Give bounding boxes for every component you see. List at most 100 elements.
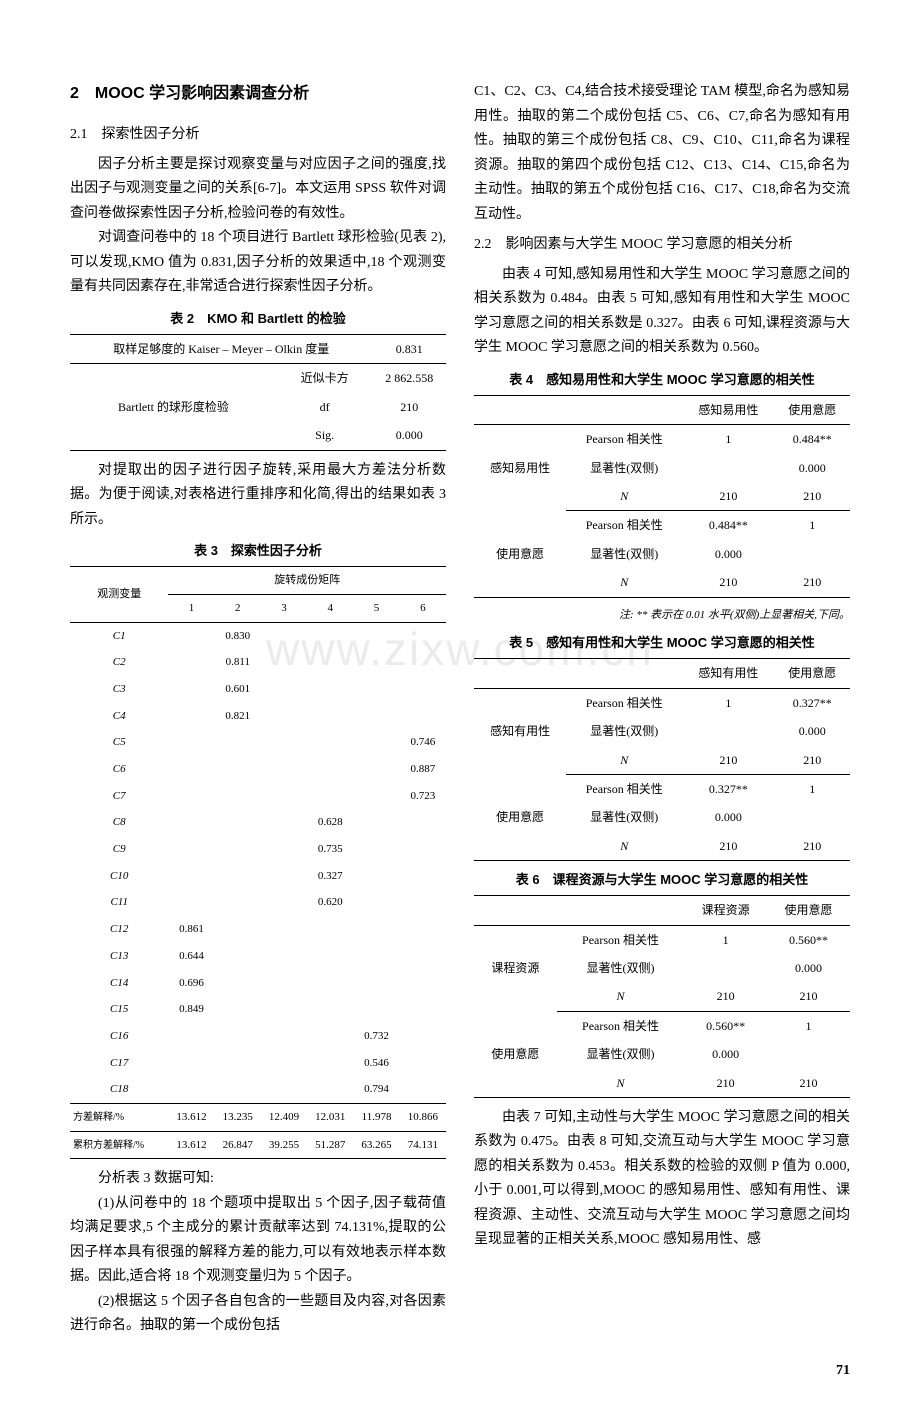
table-cell [307,1076,353,1103]
table-cell: Pearson 相关性 [557,925,684,954]
table-cell: Bartlett 的球形度检验 [70,364,277,450]
paragraph: 由表 4 可知,感知易用性和大学生 MOOC 学习意愿之间的相关系数为 0.48… [474,263,850,361]
table-cell [353,996,399,1023]
table-cell: N [557,1069,684,1098]
table-cell: 0.644 [168,943,214,970]
table-cell: 显著性(双侧) [557,1040,684,1068]
table-cell [400,916,446,943]
table-cell [307,756,353,783]
table-cell: Pearson 相关性 [566,511,682,540]
table-cell: 感知有用性 [474,688,566,774]
table-cell [307,1023,353,1050]
table-cell: 1 [774,511,850,540]
table-cell: 74.131 [400,1131,446,1159]
paragraph: (2)根据这 5 个因子各自包含的一些题目及内容,对各因素进行命名。抽取的第一个… [70,1290,446,1339]
table-cell: C18 [70,1076,168,1103]
table-cell [261,703,307,730]
table-header: 感知有用性 [682,659,774,688]
table-cell [400,809,446,836]
table-cell [261,729,307,756]
table-cell [307,783,353,810]
table-cell: 使用意愿 [474,1011,557,1097]
table-cell [400,863,446,890]
table-header: 感知易用性 [682,395,774,424]
table-cell [261,943,307,970]
table-cell: 0.000 [372,421,446,450]
table-header [566,395,682,424]
table-cell [353,729,399,756]
table-cell: C13 [70,943,168,970]
table-cell [215,863,261,890]
table-cell: 0.620 [307,889,353,916]
table-cell: 39.255 [261,1131,307,1159]
table-cell: 63.265 [353,1131,399,1159]
table-cell: C16 [70,1023,168,1050]
table-cell [168,783,214,810]
table-cell [400,943,446,970]
table-cell: 210 [774,746,850,775]
table-cell: 0.560** [684,1011,767,1040]
table-cell [168,729,214,756]
table-cell: 1 [774,774,850,803]
table-header: 使用意愿 [774,659,850,688]
table-cell: 取样足够度的 Kaiser – Meyer – Olkin 度量 [70,335,372,364]
table-header: 观测变量 [70,567,168,622]
table-cell: 210 [684,982,767,1011]
table-cell [261,1023,307,1050]
table-cell [168,809,214,836]
table-cell: C15 [70,996,168,1023]
table-cell [307,916,353,943]
table-cell [215,943,261,970]
table-cell: 0.861 [168,916,214,943]
table-cell [400,889,446,916]
table-cell [353,889,399,916]
table-cell: 0.794 [353,1076,399,1103]
paragraph: 分析表 3 数据可知: [70,1167,446,1192]
table-cell [400,1076,446,1103]
table-cell: N [566,482,682,511]
table-cell: 0.732 [353,1023,399,1050]
table-3-caption: 表 3 探索性因子分析 [70,540,446,562]
table-cell [215,1050,261,1077]
table-cell: 0.327** [682,774,774,803]
table-cell [767,1040,850,1068]
table-header [474,659,566,688]
table-cell: 0.000 [774,717,850,745]
table-cell: 210 [684,1069,767,1098]
two-column-layout: 2 MOOC 学习影响因素调查分析 2.1 探索性因子分析 因子分析主要是探讨观… [70,80,850,1339]
table-cell [307,729,353,756]
table-cell [774,803,850,831]
table-cell: 10.866 [400,1103,446,1131]
table-cell: 0.811 [215,649,261,676]
table-cell [261,916,307,943]
table-header: 旋转成份矩阵 [168,567,446,595]
table-cell [400,703,446,730]
page-number: 71 [70,1359,850,1383]
table-cell: 显著性(双侧) [566,717,682,745]
table-cell: 210 [372,393,446,421]
table-3: 观测变量 旋转成份矩阵 1 2 3 4 5 6 C10.830C20.811C3… [70,566,446,1159]
table-cell: C8 [70,809,168,836]
table-cell [215,916,261,943]
table-cell: 210 [682,482,774,511]
table-cell: 2 862.558 [372,364,446,393]
table-cell: 210 [682,832,774,861]
table-cell: C11 [70,889,168,916]
table-cell [215,996,261,1023]
table-cell: C12 [70,916,168,943]
table-4: 感知易用性使用意愿感知易用性Pearson 相关性10.484**显著性(双侧)… [474,395,850,598]
table-cell: C1 [70,622,168,649]
table-cell [774,540,850,568]
table-cell: 课程资源 [474,925,557,1011]
table-cell: 13.612 [168,1131,214,1159]
table-cell [307,1050,353,1077]
table-cell [215,809,261,836]
table-cell: 累积方差解释/% [70,1131,168,1159]
table-header [474,896,557,925]
table-cell [261,1050,307,1077]
table-cell: 0.327** [774,688,850,717]
table-cell: C3 [70,676,168,703]
table-cell: C10 [70,863,168,890]
table-header: 6 [400,594,446,622]
table-header: 4 [307,594,353,622]
